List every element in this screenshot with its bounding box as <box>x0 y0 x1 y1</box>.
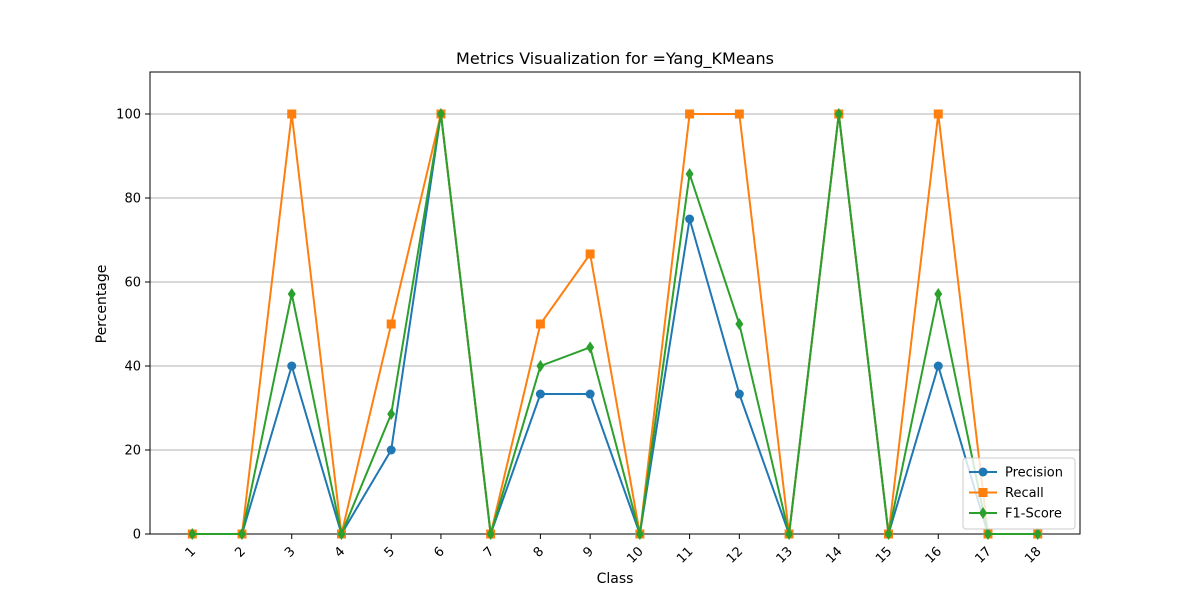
data-point <box>635 528 644 540</box>
x-tick-label: 6 <box>431 544 447 560</box>
data-point <box>535 319 545 329</box>
data-point <box>884 528 893 540</box>
x-tick-label: 2 <box>232 544 248 560</box>
y-axis-label: Percentage <box>94 265 110 344</box>
series-recall <box>187 109 1043 539</box>
x-tick-label: 7 <box>481 544 497 560</box>
data-point <box>436 108 445 120</box>
legend: Precision Recall F1-Score <box>962 457 1076 530</box>
data-point <box>585 249 595 259</box>
legend-label: Recall <box>1005 486 1044 501</box>
series-line <box>192 113 1038 538</box>
data-point <box>834 108 843 120</box>
x-tick-label: 5 <box>382 544 398 560</box>
legend-box <box>962 457 1076 530</box>
data-point <box>933 109 943 119</box>
x-tick-label: 3 <box>282 544 298 560</box>
legend-label: F1-Score <box>1005 507 1062 522</box>
series-line <box>192 113 1038 535</box>
data-point <box>585 389 595 399</box>
legend-item: F1-Score <box>969 507 1062 522</box>
data-point <box>735 318 744 330</box>
data-point <box>337 528 346 540</box>
data-point <box>983 528 992 540</box>
data-point <box>934 288 943 301</box>
data-point <box>287 361 297 371</box>
data-point <box>586 341 595 354</box>
data-point <box>685 168 694 181</box>
y-axis: 0 20 40 60 80 100 <box>116 108 150 543</box>
data-point <box>785 528 794 540</box>
series-f1-score <box>188 108 1042 540</box>
x-tick-label: 8 <box>531 544 547 560</box>
x-tick-label: 1 <box>183 544 199 560</box>
plot-frame <box>149 71 1081 535</box>
legend-item: Recall <box>969 486 1044 501</box>
gridlines <box>150 113 1080 535</box>
x-axis-label: Class <box>597 571 634 587</box>
chart-title: Metrics Visualization for =Yang_KMeans <box>456 49 774 69</box>
data-point <box>685 109 695 119</box>
x-tick-label: 11 <box>674 544 696 566</box>
x-axis: 1 2 3 4 5 6 7 8 9 10 11 12 13 14 15 16 17 18 <box>183 534 1045 567</box>
series-layer <box>187 108 1043 540</box>
data-point <box>287 109 297 119</box>
legend-marker <box>979 507 987 519</box>
data-point <box>933 361 943 371</box>
data-point <box>287 288 296 301</box>
legend-item: Precision <box>969 466 1063 481</box>
data-point <box>387 408 396 421</box>
x-tick-label: 15 <box>873 544 895 566</box>
legend-marker <box>978 467 988 477</box>
legend-label: Precision <box>1005 466 1063 481</box>
x-tick-label: 9 <box>580 544 596 560</box>
x-tick-label: 12 <box>724 544 746 566</box>
data-point <box>486 528 495 540</box>
data-point <box>188 528 197 540</box>
x-tick-label: 4 <box>332 544 348 560</box>
data-point <box>1033 528 1042 540</box>
x-tick-label: 17 <box>973 544 995 566</box>
data-point <box>386 445 396 455</box>
y-tick-label: 100 <box>116 108 141 123</box>
x-tick-label: 14 <box>823 544 845 566</box>
y-tick-label: 60 <box>124 276 141 291</box>
x-tick-label: 13 <box>774 544 796 566</box>
data-point <box>386 319 396 329</box>
y-tick-label: 20 <box>124 444 141 459</box>
y-tick-label: 40 <box>124 360 141 375</box>
data-point <box>685 214 695 224</box>
legend-marker <box>978 488 988 497</box>
data-point <box>536 360 545 372</box>
data-point <box>238 528 247 540</box>
x-tick-label: 16 <box>923 544 945 566</box>
data-point <box>535 389 545 399</box>
data-point <box>734 389 744 399</box>
series-line <box>192 113 1038 537</box>
y-tick-label: 0 <box>133 528 141 543</box>
data-point <box>734 109 744 119</box>
x-tick-label: 18 <box>1022 544 1044 566</box>
y-tick-label: 80 <box>124 192 141 207</box>
x-tick-label: 10 <box>624 544 646 566</box>
